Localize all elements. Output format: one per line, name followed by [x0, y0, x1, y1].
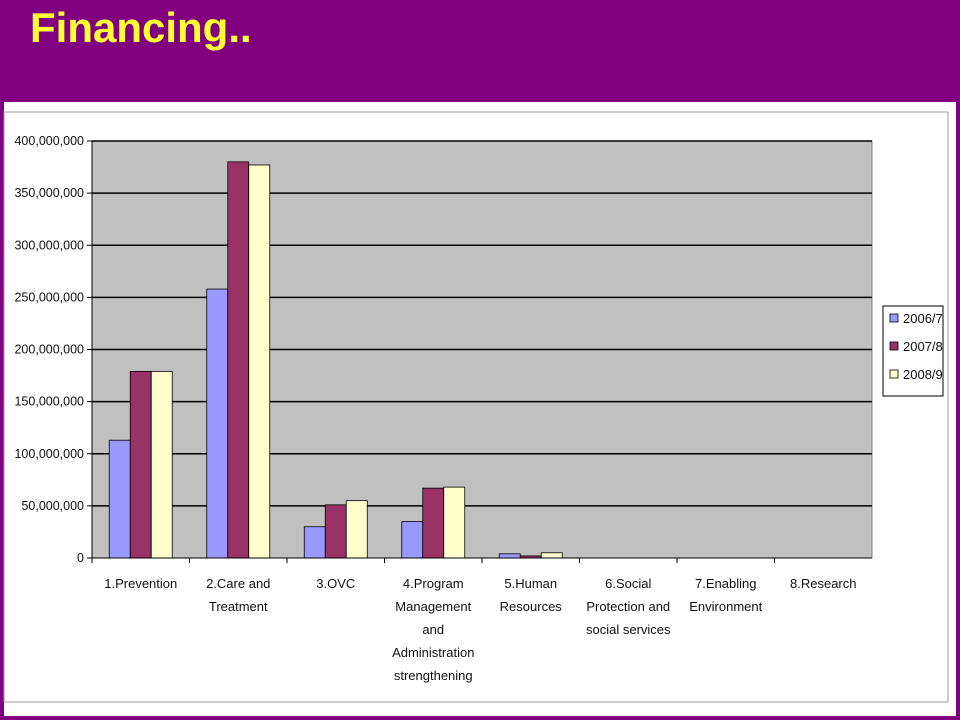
- y-tick-label: 100,000,000: [14, 447, 84, 461]
- legend-label: 2006/7: [903, 311, 943, 326]
- y-tick-label: 250,000,000: [14, 290, 84, 304]
- legend-label: 2008/9: [903, 367, 943, 382]
- y-axis-ticks: 0 50,000,000 100,000,000 150,000,000 200,000…: [14, 134, 92, 565]
- bar: [498, 553, 521, 559]
- bar: [206, 288, 229, 559]
- y-tick-label: 0: [77, 551, 84, 565]
- x-tick-label: Administration: [392, 645, 474, 660]
- x-tick-label: 1.Prevention: [104, 576, 177, 591]
- x-tick-label: and: [422, 622, 444, 637]
- legend-swatch: [889, 341, 899, 351]
- x-tick-label: Protection and: [586, 599, 670, 614]
- bar: [345, 500, 368, 559]
- legend: 2006/7 2007/8 2008/9: [882, 305, 944, 397]
- x-tick-label: social services: [586, 622, 671, 637]
- x-tick-label: 4.Program: [403, 576, 464, 591]
- x-tick-label: 3.OVC: [316, 576, 355, 591]
- left-border: [0, 102, 4, 720]
- y-tick-label: 400,000,000: [14, 134, 84, 148]
- bar: [129, 370, 152, 559]
- bar: [150, 370, 173, 559]
- x-axis-labels: 1.Prevention 2.Care and Treatment 3.OVC 4.Pr…: [91, 558, 856, 683]
- bar: [303, 526, 326, 559]
- bar: [108, 439, 131, 559]
- x-tick-label: 2.Care and: [206, 576, 270, 591]
- y-tick-label: 50,000,000: [21, 499, 84, 513]
- x-tick-label: 6.Social: [605, 576, 651, 591]
- x-tick-label: strengthening: [394, 668, 473, 683]
- legend-label: 2007/8: [903, 339, 943, 354]
- title-bar: [0, 0, 960, 102]
- bar: [422, 487, 445, 559]
- bar: [248, 164, 271, 559]
- legend-swatch: [889, 313, 899, 323]
- right-border: [956, 102, 960, 720]
- x-tick-label: Management: [395, 599, 471, 614]
- bar: [324, 504, 347, 559]
- bottom-border: [0, 716, 960, 720]
- y-tick-label: 300,000,000: [14, 238, 84, 252]
- legend-swatch: [889, 369, 899, 379]
- y-tick-label: 350,000,000: [14, 186, 84, 200]
- x-tick-label: Environment: [689, 599, 762, 614]
- y-tick-label: 200,000,000: [14, 343, 84, 357]
- bar: [443, 486, 466, 559]
- slide-title: Financing..: [30, 4, 252, 51]
- x-tick-label: Treatment: [209, 599, 268, 614]
- bar: [401, 521, 424, 559]
- bar: [227, 161, 250, 559]
- x-tick-label: 5.Human: [504, 576, 557, 591]
- x-tick-label: 8.Research: [790, 576, 856, 591]
- x-tick-label: Resources: [500, 599, 563, 614]
- y-tick-label: 150,000,000: [14, 395, 84, 409]
- bar: [540, 552, 563, 559]
- bar-series: [108, 161, 563, 559]
- bar-chart: 0 50,000,000 100,000,000 150,000,000 200,000…: [3, 111, 949, 703]
- x-tick-label: 7.Enabling: [695, 576, 756, 591]
